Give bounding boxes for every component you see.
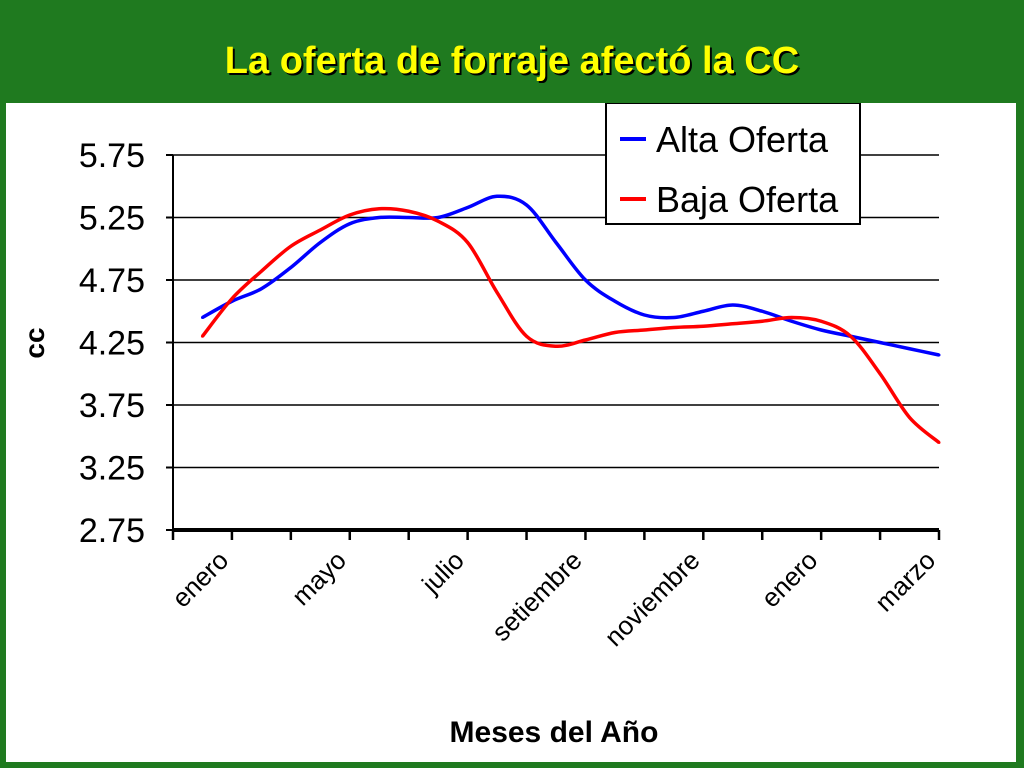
data-point (642, 328, 646, 332)
data-point (583, 338, 587, 342)
data-point (318, 241, 322, 244)
data-point (819, 319, 823, 323)
data-point (525, 203, 529, 207)
data-point (200, 334, 204, 338)
series-line-baja-oferta (201, 206, 941, 444)
y-tick-label: 5.75 (79, 137, 145, 175)
data-point (937, 353, 941, 357)
data-point (495, 194, 499, 198)
data-point (259, 287, 263, 291)
data-point (937, 441, 941, 444)
chart-panel: 5.75 5.25 4.75 4.25 3.75 3.25 2.75 enero mayo jul… (6, 103, 1016, 762)
series-line-alta-oferta (201, 194, 940, 357)
data-point (642, 313, 646, 317)
data-point (495, 291, 499, 294)
x-tick-label: mayo (286, 545, 352, 611)
data-point (672, 326, 676, 329)
data-point (701, 309, 705, 313)
data-point (554, 344, 558, 348)
data-point (849, 334, 853, 338)
y-tick-label: 3.75 (79, 387, 145, 425)
data-point (554, 241, 558, 244)
x-tick-label: marzo (869, 545, 941, 617)
data-point (407, 209, 411, 213)
data-point (701, 324, 705, 328)
data-point (466, 206, 470, 209)
data-point (289, 244, 293, 248)
y-tick-label: 4.25 (79, 325, 145, 363)
line-chart: 5.75 5.25 4.75 4.25 3.75 3.25 2.75 enero mayo jul… (19, 103, 941, 749)
data-point (731, 322, 735, 326)
data-point (613, 331, 617, 334)
data-point (613, 299, 617, 303)
legend-label: Baja Oferta (656, 179, 839, 220)
data-point (878, 372, 882, 376)
data-point (348, 222, 352, 226)
data-point (672, 316, 676, 319)
data-point (760, 309, 764, 313)
data-point (731, 303, 735, 307)
y-tick-label: 3.25 (79, 450, 145, 488)
data-point (878, 341, 882, 344)
data-point (436, 216, 440, 219)
data-point (230, 297, 234, 301)
data-point (289, 266, 293, 269)
data-point (908, 347, 912, 351)
data-point (259, 269, 263, 273)
x-tick-label: julio (415, 545, 470, 600)
y-axis-title: cc (19, 327, 50, 358)
data-point (377, 207, 381, 211)
data-point (760, 319, 764, 323)
slide-title: La oferta de forraje afectó la CC (224, 40, 800, 82)
x-axis-title: Meses del Año (450, 716, 659, 749)
x-tick-label: enero (166, 545, 234, 613)
legend-box (605, 103, 861, 225)
data-point (200, 316, 204, 319)
data-point (436, 219, 440, 223)
data-point (790, 319, 794, 323)
data-point (819, 328, 823, 332)
x-tick-label: setiembre (486, 545, 588, 647)
y-tick-label: 2.75 (79, 512, 145, 550)
data-point (466, 241, 470, 244)
data-point (407, 216, 411, 219)
data-point (908, 416, 912, 419)
data-point (318, 228, 322, 232)
data-point (583, 278, 587, 282)
x-tick-label: noviembre (598, 545, 705, 652)
x-tick-label: enero (755, 545, 823, 613)
legend-label: Alta Oferta (656, 119, 829, 160)
data-point (790, 316, 794, 319)
data-point (525, 334, 529, 338)
data-point (377, 216, 381, 219)
data-point (348, 213, 352, 217)
y-tick-label: 5.25 (79, 200, 145, 238)
y-tick-label: 4.75 (79, 262, 145, 300)
